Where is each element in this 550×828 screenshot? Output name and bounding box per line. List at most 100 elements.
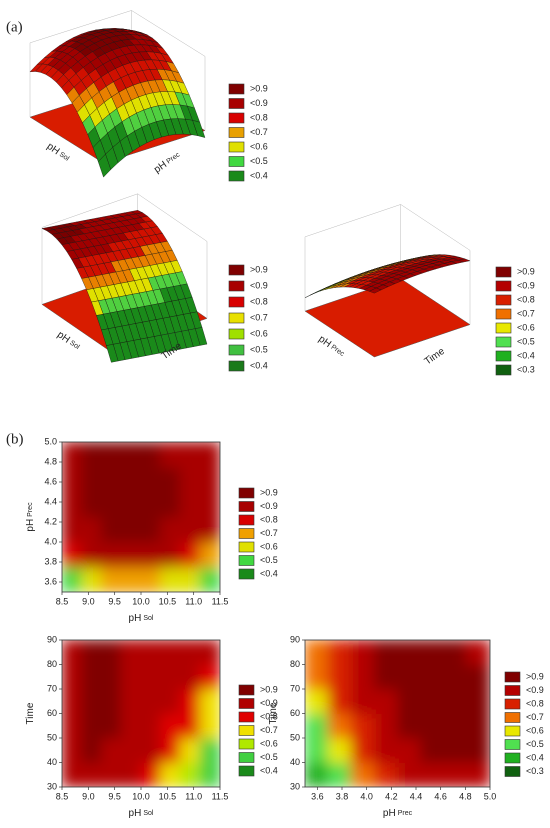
y-tick-label: 4.6 xyxy=(44,476,57,486)
legend-label: <0.7 xyxy=(260,725,278,735)
legend-label: >0.9 xyxy=(526,671,544,681)
x-tick-label: 10.5 xyxy=(159,791,177,801)
contour-cell xyxy=(327,713,352,739)
legend-label: <0.3 xyxy=(526,766,544,776)
contour-cell xyxy=(140,664,162,690)
y-tick-label: 3.8 xyxy=(44,556,57,566)
contour-cell xyxy=(350,713,375,739)
contour-cell xyxy=(199,664,220,690)
legend-label: <0.9 xyxy=(526,685,544,695)
contour-cell xyxy=(327,762,352,787)
legend-swatch xyxy=(495,350,512,362)
legend-swatch xyxy=(495,336,512,348)
legend-label: >0.9 xyxy=(260,487,278,497)
contour-cell xyxy=(180,442,201,468)
legend-swatch xyxy=(228,141,245,153)
y-tick-label: 90 xyxy=(290,634,300,644)
x-axis-label: pH Prec xyxy=(383,808,413,819)
legend-swatch xyxy=(228,264,245,276)
contour-cell xyxy=(62,566,83,592)
contour-cell xyxy=(199,516,220,543)
contour-cell xyxy=(120,491,142,518)
legend-label: <0.4 xyxy=(260,765,278,775)
contour-cell xyxy=(327,640,352,665)
y-tick-label: 60 xyxy=(290,708,300,718)
legend-swatch xyxy=(238,725,255,736)
contour-cell xyxy=(101,541,122,568)
legend-swatch xyxy=(228,112,245,124)
y-tick-label: 30 xyxy=(47,781,57,791)
x-tick-label: 3.8 xyxy=(336,791,349,801)
contour-cell xyxy=(420,688,445,714)
legend-label: <0.9 xyxy=(250,280,268,290)
x-axis-label: pH Sol xyxy=(129,613,154,624)
legend-label: <0.6 xyxy=(517,322,535,332)
legend-label: <0.5 xyxy=(250,156,268,166)
contour-cell xyxy=(180,688,201,714)
legend-swatch xyxy=(238,514,255,526)
contour-cell xyxy=(160,664,181,690)
contour-cell xyxy=(466,713,490,739)
surface-cell xyxy=(106,344,119,363)
contour-cell xyxy=(62,442,83,468)
legend-label: <0.8 xyxy=(260,711,278,721)
legend-label: <0.8 xyxy=(260,514,278,524)
contour-cell xyxy=(101,713,122,739)
contour-cell xyxy=(373,762,398,787)
contour-cell xyxy=(327,688,352,714)
y-tick-label: 40 xyxy=(47,757,57,767)
contour-cell xyxy=(140,516,162,543)
contour-cell xyxy=(199,762,220,787)
contour-cell xyxy=(443,640,468,665)
legend-swatch xyxy=(228,328,245,340)
contour-cell xyxy=(62,762,83,787)
contour-cell xyxy=(62,466,83,493)
x-tick-label: 9.0 xyxy=(82,596,95,606)
contour-cell xyxy=(199,491,220,518)
x-tick-label: 5.0 xyxy=(484,791,497,801)
label-text: pH xyxy=(129,808,142,819)
contour-cell xyxy=(101,516,122,543)
y-tick-label: 80 xyxy=(47,659,57,669)
contour-cell xyxy=(160,737,181,763)
contour-cell xyxy=(397,688,422,714)
contour-cell xyxy=(101,762,122,787)
legend-swatch xyxy=(495,294,512,306)
legend-label: <0.4 xyxy=(250,360,268,370)
contour-cell xyxy=(443,737,468,763)
legend-swatch xyxy=(238,487,255,499)
contour-cell xyxy=(140,737,162,763)
label-text: pH xyxy=(25,519,36,532)
contour-cell xyxy=(62,491,83,518)
contour-cell xyxy=(160,541,181,568)
contour-cell xyxy=(180,466,201,493)
y-tick-label: 90 xyxy=(47,634,57,644)
contour-cell xyxy=(180,762,201,787)
axis-label: pHSol xyxy=(45,141,72,165)
contour-cell xyxy=(101,442,122,468)
y-tick-label: 4.4 xyxy=(44,496,57,506)
legend-swatch xyxy=(504,671,521,683)
legend-label: <0.9 xyxy=(260,501,278,511)
contour-cell xyxy=(420,640,445,665)
x-tick-label: 10.0 xyxy=(132,596,150,606)
legend-label: <0.8 xyxy=(250,112,268,122)
legend-label: <0.9 xyxy=(517,280,535,290)
contour-cell xyxy=(120,737,142,763)
contour-cell xyxy=(81,713,102,739)
legend-label: <0.7 xyxy=(517,308,535,318)
label-subscript: Prec xyxy=(330,344,346,358)
contour-cell xyxy=(397,640,422,665)
contour-cell xyxy=(443,664,468,690)
contour-cell xyxy=(199,688,220,714)
legend-swatch xyxy=(228,296,245,308)
legend-swatch xyxy=(228,170,245,182)
y-tick-label: 50 xyxy=(47,732,57,742)
contour-cell xyxy=(305,713,329,739)
legend-label: <0.5 xyxy=(526,739,544,749)
label-subscript: Sol xyxy=(68,339,81,351)
contour-cell xyxy=(101,466,122,493)
contour-cell xyxy=(62,541,83,568)
